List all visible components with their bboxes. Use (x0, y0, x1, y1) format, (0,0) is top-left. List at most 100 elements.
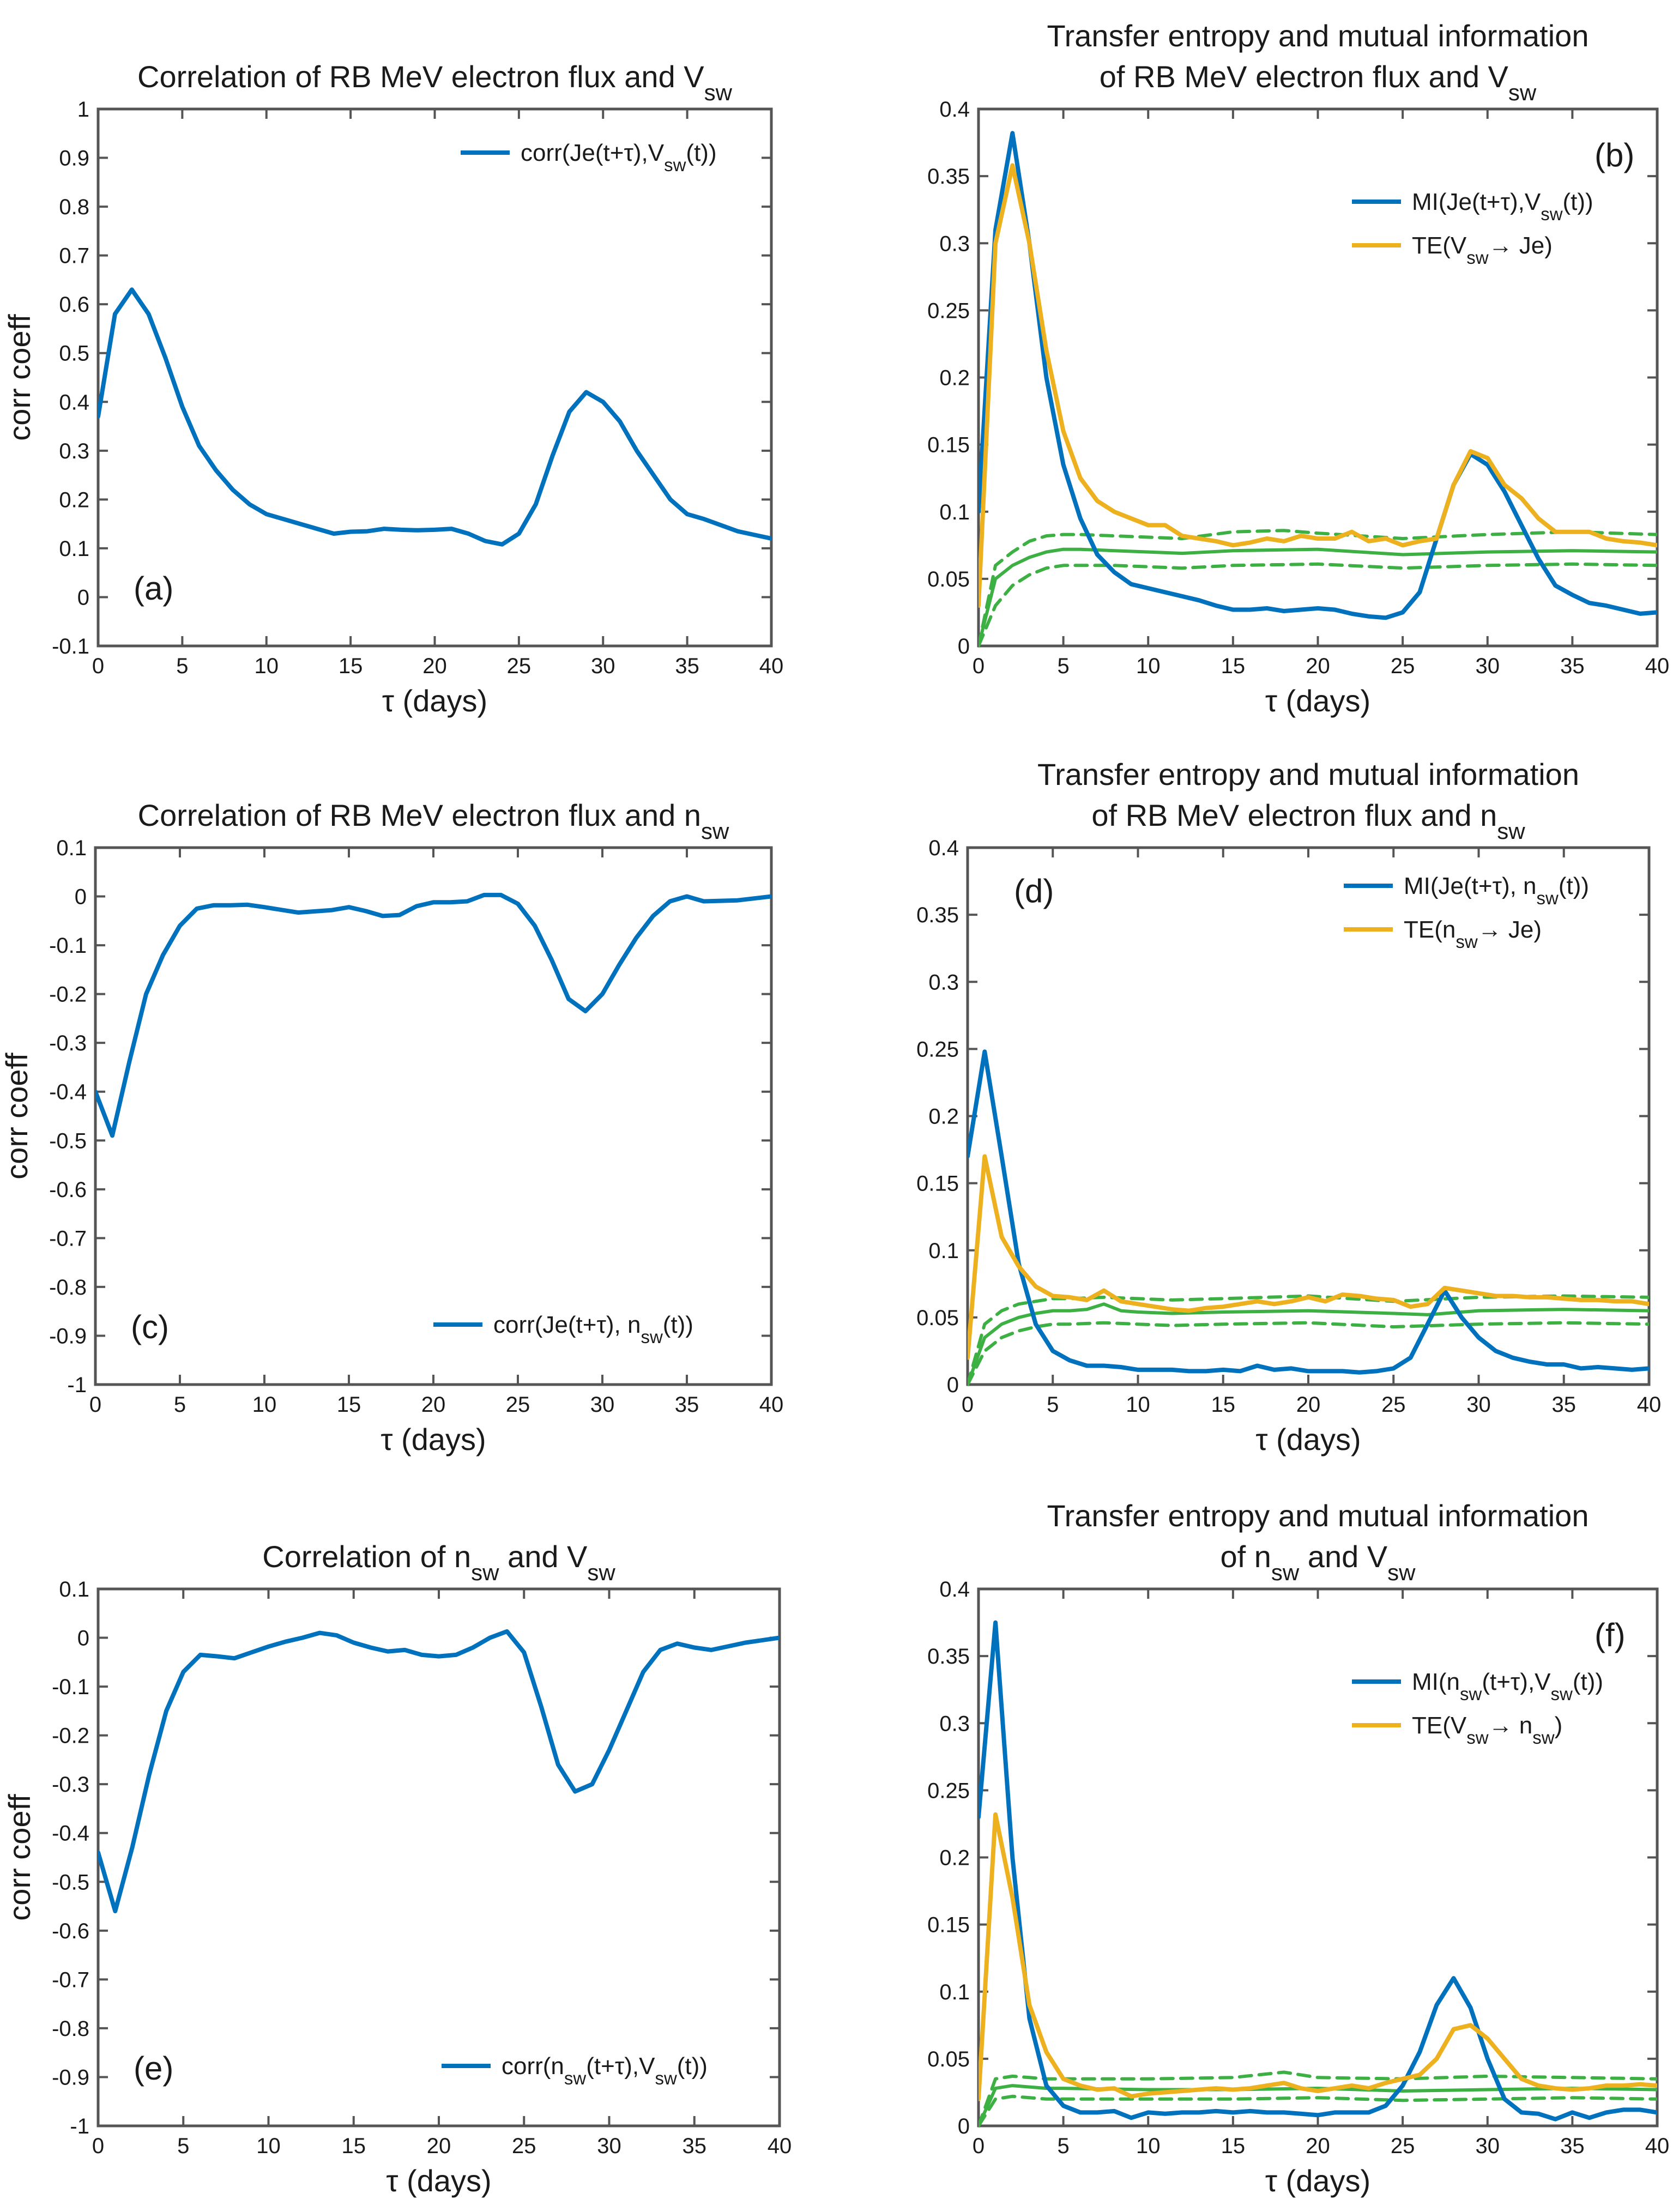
y-tick-label-d-3: 0.15 (916, 1172, 959, 1196)
legend-label-d-1: TE(nsw→ Je) (1404, 916, 1542, 952)
series-line-e-corr-0 (98, 1629, 780, 1913)
y-tick-label-a-9: 0.8 (59, 195, 89, 219)
legend-label-b-0: MI(Je(t+τ),Vsw(t)) (1412, 189, 1593, 224)
x-tick-label-c-7: 35 (675, 1393, 699, 1417)
x-tick-label-f-8: 40 (1645, 2134, 1670, 2158)
series-line-d-mi-0 (968, 1049, 1649, 1375)
y-tick-label-a-4: 0.3 (59, 439, 89, 463)
series-line-f-noise-4 (979, 2094, 1657, 2128)
y-tick-label-e-2: -0.8 (52, 2017, 89, 2041)
x-tick-label-a-1: 5 (176, 654, 188, 678)
y-tick-label-b-2: 0.1 (939, 500, 970, 524)
x-tick-label-d-2: 10 (1126, 1393, 1150, 1417)
x-tick-label-b-8: 40 (1645, 654, 1670, 678)
y-tick-label-c-0: -1 (67, 1373, 87, 1397)
x-tick-label-c-0: 0 (89, 1393, 101, 1417)
chart-title-f-1: of nsw and Vsw (1221, 1539, 1416, 1585)
x-tick-label-b-3: 15 (1221, 654, 1246, 678)
chart-title-b-1: of RB MeV electron flux and Vsw (1100, 59, 1537, 105)
chart-title-d-0: Transfer entropy and mutual information (1037, 757, 1579, 791)
x-tick-label-b-4: 20 (1306, 654, 1330, 678)
series-line-f-noise-3 (979, 2070, 1657, 2128)
x-tick-label-e-8: 40 (768, 2134, 792, 2158)
y-tick-label-b-6: 0.3 (939, 232, 970, 256)
series-line-d-te-1 (968, 1154, 1649, 1360)
x-tick-label-c-1: 5 (174, 1393, 186, 1417)
x-tick-label-f-0: 0 (973, 2134, 985, 2158)
panel-label-c: (c) (131, 1309, 169, 1345)
x-tick-label-a-6: 30 (591, 654, 615, 678)
series-line-d-noise-3 (968, 1294, 1649, 1386)
x-tick-label-e-1: 5 (177, 2134, 189, 2158)
y-tick-label-f-6: 0.3 (939, 1712, 970, 1736)
y-tick-label-d-5: 0.25 (916, 1037, 959, 1061)
x-tick-label-d-0: 0 (962, 1393, 974, 1417)
legend-label-f-0: MI(nsw(t+τ),Vsw(t)) (1412, 1669, 1603, 1704)
x-tick-label-b-2: 10 (1136, 654, 1161, 678)
series-line-b-te-1 (979, 163, 1657, 608)
series-line-b-noise-2 (979, 547, 1657, 648)
x-tick-label-c-2: 10 (252, 1393, 277, 1417)
y-tick-label-d-4: 0.2 (928, 1105, 959, 1129)
x-tick-label-c-4: 20 (421, 1393, 446, 1417)
y-tick-label-c-7: -0.3 (49, 1031, 87, 1055)
x-axis-label-b: τ (days) (1265, 684, 1370, 718)
y-tick-label-e-5: -0.5 (52, 1870, 89, 1894)
y-tick-label-b-4: 0.2 (939, 366, 970, 390)
y-tick-label-f-5: 0.25 (927, 1779, 970, 1803)
x-axis-label-e: τ (days) (386, 2163, 491, 2198)
x-tick-label-a-3: 15 (339, 654, 363, 678)
panel-label-a: (a) (134, 570, 173, 607)
y-tick-label-a-0: -0.1 (52, 634, 89, 658)
series-line-f-te-1 (979, 1812, 1657, 2101)
y-axis-label-e: corr coeff (2, 1794, 37, 1921)
chart-panel-f: Transfer entropy and mutual information o… (927, 1498, 1669, 2198)
y-axis-label-a: corr coeff (2, 314, 37, 441)
y-tick-label-e-9: -0.1 (52, 1675, 89, 1699)
series-line-d-noise-4 (968, 1321, 1649, 1386)
x-tick-label-d-4: 20 (1296, 1393, 1321, 1417)
chart-title-d-1: of RB MeV electron flux and nsw (1091, 798, 1525, 844)
y-tick-label-e-4: -0.6 (52, 1919, 89, 1943)
y-tick-label-a-1: 0 (77, 585, 89, 609)
y-tick-label-d-7: 0.35 (916, 903, 959, 927)
x-tick-label-f-6: 30 (1476, 2134, 1500, 2158)
x-tick-label-b-7: 35 (1560, 654, 1585, 678)
x-tick-label-a-0: 0 (92, 654, 104, 678)
x-tick-label-f-1: 5 (1058, 2134, 1070, 2158)
chart-panel-a: Correlation of RB MeV electron flux and … (2, 59, 783, 718)
y-tick-label-c-8: -0.2 (49, 983, 87, 1007)
x-tick-label-e-7: 35 (683, 2134, 707, 2158)
series-line-b-mi-0 (979, 131, 1657, 620)
panel-label-e: (e) (134, 2050, 173, 2087)
y-tick-label-f-1: 0.05 (927, 2047, 970, 2071)
series-line-c-corr-0 (95, 892, 771, 1138)
x-tick-label-f-5: 25 (1391, 2134, 1415, 2158)
x-tick-label-c-3: 15 (337, 1393, 361, 1417)
series-line-f-noise-2 (979, 2084, 1657, 2128)
x-tick-label-d-6: 30 (1466, 1393, 1491, 1417)
y-tick-label-a-5: 0.4 (59, 390, 89, 414)
x-tick-label-a-2: 10 (255, 654, 279, 678)
y-tick-label-e-1: -0.9 (52, 2065, 89, 2089)
y-tick-label-c-4: -0.6 (49, 1178, 87, 1202)
chart-panel-c: Correlation of RB MeV electron flux and … (0, 798, 783, 1456)
x-tick-label-f-2: 10 (1136, 2134, 1161, 2158)
x-tick-label-c-8: 40 (759, 1393, 784, 1417)
legend-label-f-1: TE(Vsw→ nsw) (1412, 1712, 1562, 1748)
y-tick-label-c-1: -0.9 (49, 1324, 87, 1348)
panel-label-f: (f) (1595, 1617, 1626, 1653)
y-tick-label-f-3: 0.15 (927, 1913, 970, 1937)
x-tick-label-a-5: 25 (507, 654, 532, 678)
y-tick-label-e-11: 0.1 (59, 1578, 89, 1601)
y-tick-label-b-0: 0 (958, 634, 970, 658)
y-tick-label-b-1: 0.05 (927, 567, 970, 591)
y-tick-label-c-5: -0.5 (49, 1129, 87, 1153)
y-axis-label-c: corr coeff (0, 1053, 34, 1180)
y-tick-label-a-11: 1 (77, 98, 89, 122)
legend-label-b-1: TE(Vsw→ Je) (1412, 232, 1553, 268)
y-tick-label-f-7: 0.35 (927, 1645, 970, 1669)
y-tick-label-a-2: 0.1 (59, 537, 89, 561)
x-tick-label-c-6: 30 (590, 1393, 615, 1417)
